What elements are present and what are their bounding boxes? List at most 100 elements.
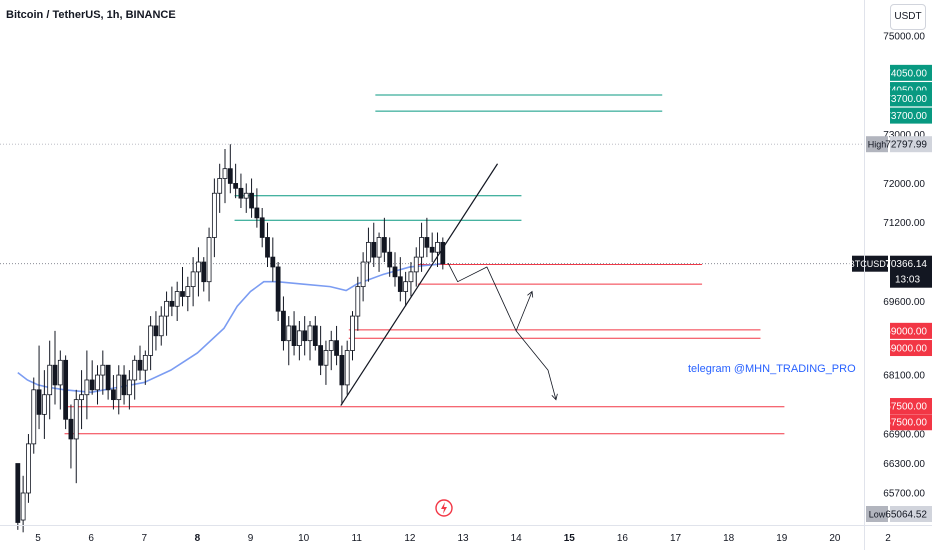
candle-body: [339, 355, 345, 386]
y-tick-label: 73000.00: [883, 130, 925, 141]
projection-arrow-arrowhead: [527, 290, 534, 298]
x-tick-label: 20: [829, 533, 841, 544]
candle-body: [121, 374, 127, 396]
candle-body: [222, 168, 228, 179]
candle-body: [100, 364, 106, 376]
candle-body: [20, 492, 26, 521]
x-tick-label: 16: [617, 533, 629, 544]
candle-body: [281, 310, 286, 342]
candle-body: [238, 187, 244, 199]
candle-body: [312, 325, 318, 346]
candle-body: [350, 315, 355, 351]
candle-body: [185, 286, 191, 297]
candle-body: [275, 266, 281, 312]
candle-body: [52, 364, 58, 386]
low-value-tag: [890, 506, 932, 522]
candle-body: [196, 261, 201, 273]
telegram-watermark: telegram @MHN_TRADING_PRO: [688, 363, 856, 375]
candle-body: [73, 399, 79, 440]
price-tag-label: 74050.00: [885, 68, 927, 79]
candle-body: [265, 237, 270, 258]
flash-icon[interactable]: [434, 498, 454, 518]
candle-body: [148, 325, 154, 356]
candle-body: [31, 389, 37, 445]
x-tick-label: 12: [404, 533, 416, 544]
price-tag: [890, 398, 932, 415]
candle-body: [68, 418, 74, 440]
candle-body: [381, 237, 387, 253]
price-tag: [890, 414, 932, 431]
x-tick-label: 13: [457, 533, 469, 544]
price-tag: [890, 340, 932, 357]
high-value-label: 72797.99: [885, 140, 927, 151]
y-tick-label: 66900.00: [883, 430, 925, 441]
symbol-tag: [852, 255, 888, 272]
candle-body: [211, 192, 217, 238]
x-tick-label: 11: [352, 533, 363, 544]
candle-body: [174, 291, 180, 307]
candle-body: [355, 286, 361, 317]
moving-average-line: [17, 262, 443, 394]
candle-body: [84, 379, 90, 396]
candle-body: [201, 261, 207, 283]
candle-body: [95, 374, 100, 391]
candle-body: [15, 463, 21, 523]
high-value-tag: [890, 136, 932, 153]
candle-body: [408, 271, 414, 283]
symbol-title[interactable]: Bitcoin / TetherUS, 1h, BINANCE: [6, 9, 176, 21]
candle-body: [153, 325, 159, 337]
candle-body: [291, 325, 297, 346]
countdown-value: 13:03: [895, 275, 920, 286]
candle-body: [137, 359, 143, 371]
candle-body: [323, 350, 329, 366]
high-tag: [866, 136, 888, 153]
candle-body: [371, 241, 377, 258]
x-tick-label: 2: [885, 533, 891, 544]
candle-body: [429, 246, 435, 253]
candle-body: [243, 192, 249, 199]
candle-body: [169, 300, 175, 307]
candle-body: [328, 340, 334, 351]
candle-body: [366, 241, 371, 263]
candle-body: [158, 315, 164, 337]
y-tick-label: 68100.00: [883, 371, 925, 382]
candle-body: [47, 364, 53, 396]
x-tick-label: 15: [564, 533, 576, 544]
candle-body: [344, 350, 350, 386]
candle-body: [387, 251, 393, 268]
price-axis-separator: [864, 0, 865, 550]
y-tick-label: 75000.00: [883, 32, 925, 43]
x-tick-label: 6: [88, 533, 94, 544]
candle-body: [392, 266, 398, 278]
candle-body: [413, 256, 419, 273]
currency-button[interactable]: USDT: [890, 4, 926, 30]
candle-body: [424, 237, 430, 248]
candle-body: [111, 389, 116, 401]
price-tag-label: 69000.00: [885, 344, 927, 355]
high-tag-label: High: [868, 140, 887, 150]
candle-body: [142, 355, 148, 371]
candle-body: [233, 183, 239, 189]
x-tick-label: 14: [511, 533, 523, 544]
x-tick-label: 17: [670, 533, 682, 544]
candle-body: [403, 281, 409, 292]
candle-body: [440, 241, 446, 265]
candle-body: [180, 291, 185, 297]
y-tick-label: 72000.00: [883, 179, 925, 190]
candle-body: [132, 359, 138, 381]
candle-body: [206, 237, 212, 283]
candle-body: [36, 389, 42, 415]
candle-body: [116, 374, 122, 401]
candle-body: [227, 168, 233, 184]
symbol-tag-label: BTCUSDT: [849, 259, 892, 269]
candle-body: [164, 300, 169, 317]
time-axis-separator: [0, 525, 932, 526]
candle-body: [126, 379, 132, 396]
x-tick-label: 18: [723, 533, 735, 544]
candle-body: [89, 379, 95, 391]
price-tag-label: 67500.00: [885, 418, 927, 429]
price-tag-label: 73700.00: [885, 111, 927, 122]
candle-body: [376, 237, 382, 258]
